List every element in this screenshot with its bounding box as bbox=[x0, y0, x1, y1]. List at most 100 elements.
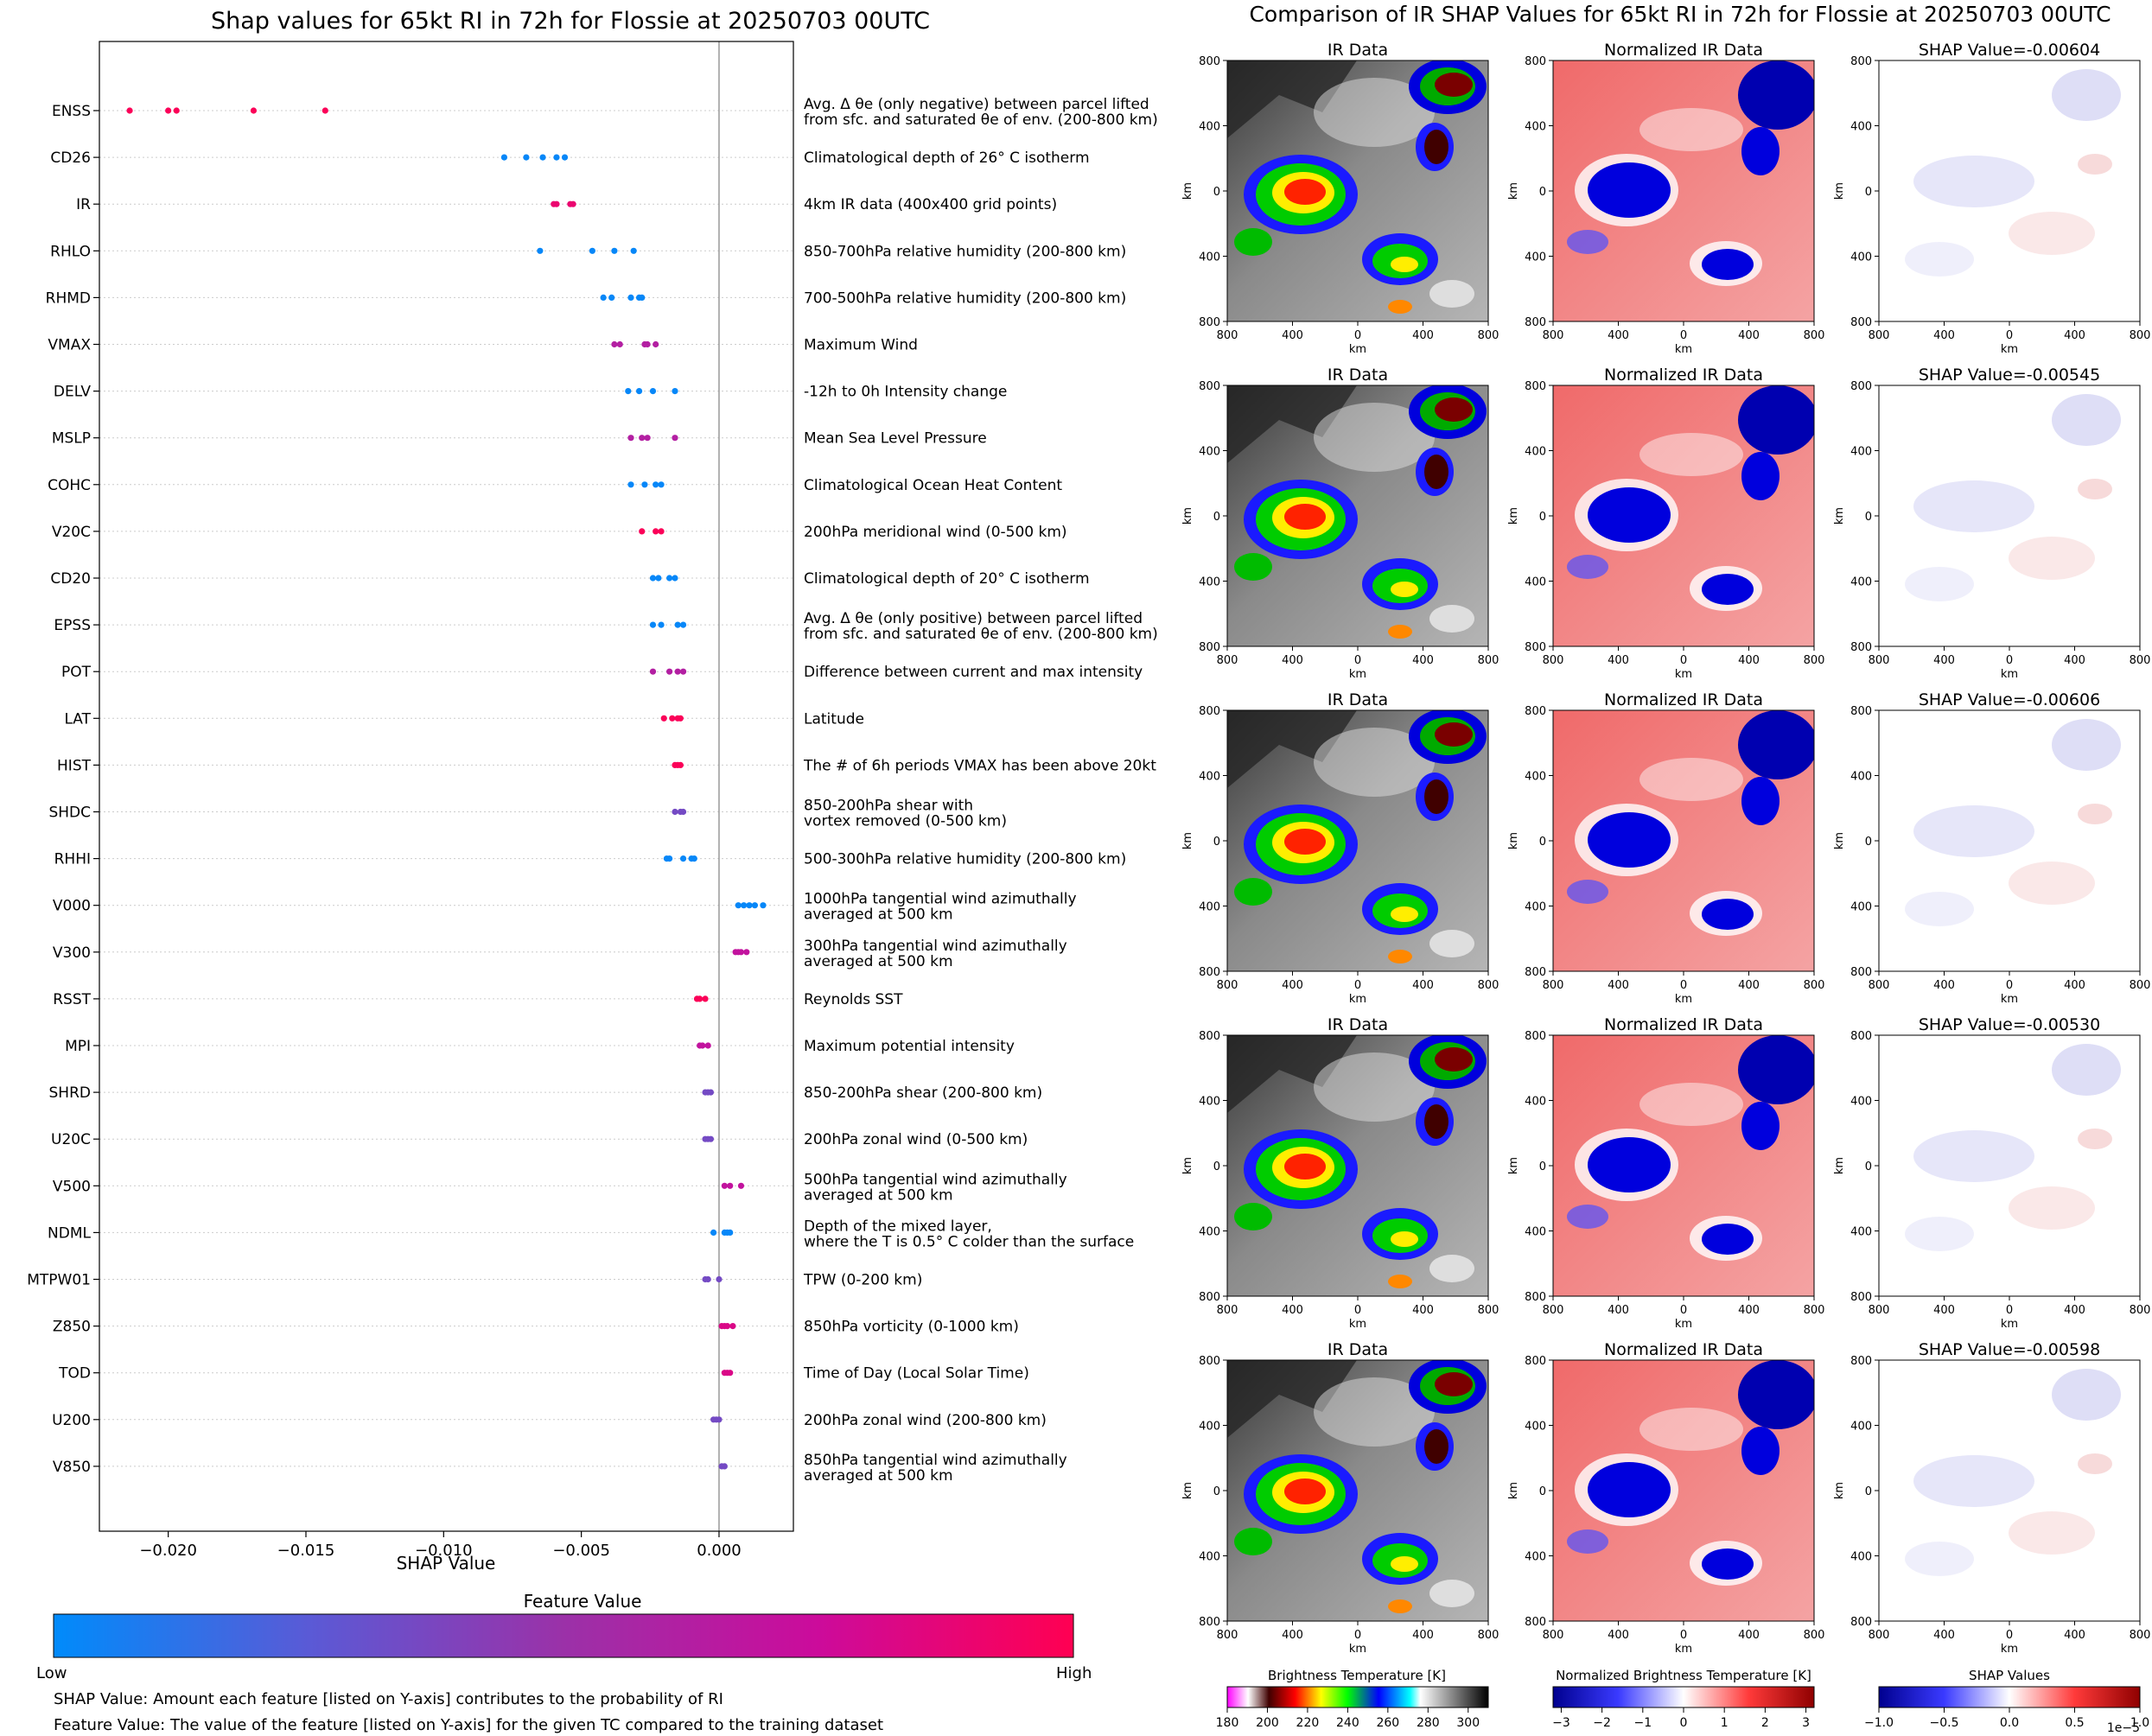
shap-point-ir bbox=[553, 200, 560, 207]
panel-x-tick-label: 800 bbox=[2130, 979, 2151, 992]
panel-y-axis-label: km bbox=[1507, 832, 1520, 849]
shap-point-rhlo bbox=[611, 247, 618, 254]
shap-colorbar-offset: 1e−5 bbox=[2107, 1721, 2140, 1735]
panel-y-tick-label: 800 bbox=[1525, 380, 1546, 393]
ir-comparison-title: Comparison of IR SHAP Values for 65kt RI… bbox=[1249, 2, 2111, 27]
panel-y-axis-label: km bbox=[1833, 182, 1846, 200]
panel-x-tick-label: 400 bbox=[1608, 979, 1629, 992]
feature-description-rhlo: 850-700hPa relative humidity (200-800 km… bbox=[804, 243, 1126, 260]
ir-data-image bbox=[1227, 1035, 1488, 1296]
panel-x-tick-label: 400 bbox=[1608, 1304, 1629, 1317]
panel-x-axis-label: km bbox=[2001, 1318, 2018, 1331]
shap-point-delv bbox=[649, 388, 657, 395]
feature-description-v000: 1000hPa tangential wind azimuthally bbox=[804, 891, 1077, 908]
shap-point-rhmd bbox=[608, 294, 615, 301]
panel-y-tick-label: 800 bbox=[1850, 1030, 1872, 1043]
colorbar-tick-label: 300 bbox=[1456, 1716, 1480, 1730]
panel-x-tick-label: 0 bbox=[1354, 329, 1361, 342]
panel-x-axis-label: km bbox=[1675, 343, 1692, 356]
panel-y-tick-label: 0 bbox=[1539, 511, 1546, 524]
shap-value-title: SHAP Value=-0.00545 bbox=[1919, 366, 2100, 385]
panel-x-tick-label: 400 bbox=[1412, 979, 1434, 992]
panel-x-tick-label: 800 bbox=[2130, 654, 2151, 667]
ir-data-title: IR Data bbox=[1327, 41, 1388, 60]
panel-x-tick-label: 800 bbox=[1804, 979, 1825, 992]
panel-x-tick-label: 800 bbox=[1478, 329, 1499, 342]
normalized-ir-image bbox=[1553, 1035, 1814, 1296]
shap-point-pot bbox=[679, 668, 687, 675]
panel-x-tick-label: 800 bbox=[1478, 1629, 1499, 1642]
shap-point-rhmd bbox=[627, 294, 634, 301]
panel-y-tick-label: 400 bbox=[1199, 1551, 1220, 1564]
shap-point-v500 bbox=[727, 1182, 734, 1189]
shap-point-v300 bbox=[737, 949, 745, 956]
feature-description-enss: from sfc. and saturated θe of env. (200-… bbox=[804, 111, 1158, 129]
panel-y-tick-label: 800 bbox=[1850, 705, 1872, 718]
panel-x-tick-label: 800 bbox=[1869, 1629, 1890, 1642]
colorbar-tick-label: 1.0 bbox=[2130, 1716, 2149, 1730]
panel-y-tick-label: 800 bbox=[1525, 705, 1546, 718]
panel-y-tick-label: 800 bbox=[1850, 380, 1872, 393]
panel-x-tick-label: 0 bbox=[1680, 1629, 1687, 1642]
feature-description-shrd: 850-200hPa shear (200-800 km) bbox=[804, 1084, 1042, 1102]
shap-map-image bbox=[1879, 710, 2140, 971]
panel-x-tick-label: 0 bbox=[1680, 654, 1687, 667]
panel-y-tick-label: 0 bbox=[1539, 186, 1546, 199]
shap-point-mslp bbox=[644, 435, 651, 442]
panel-y-tick-label: 400 bbox=[1525, 901, 1546, 914]
colorbar-tick-label: 1 bbox=[1721, 1716, 1729, 1730]
feature-code-delv: DELV bbox=[54, 384, 91, 401]
panel-y-tick-label: 800 bbox=[1199, 1616, 1220, 1629]
panel-y-tick-label: 400 bbox=[1199, 1226, 1220, 1239]
shap-point-pot bbox=[649, 668, 657, 675]
panel-y-tick-label: 400 bbox=[1525, 576, 1546, 589]
panel-y-axis-label: km bbox=[1507, 182, 1520, 200]
colorbar-tick-label: 0.5 bbox=[2065, 1716, 2084, 1730]
colorbar-tick-label: 260 bbox=[1376, 1716, 1399, 1730]
feature-description-ir: 4km IR data (400x400 grid points) bbox=[804, 196, 1057, 213]
panel-x-tick-label: 800 bbox=[1543, 329, 1564, 342]
panel-x-tick-label: 800 bbox=[1869, 979, 1890, 992]
shap-value-title: SHAP Value=-0.00604 bbox=[1919, 41, 2100, 60]
panel-x-tick-label: 800 bbox=[2130, 329, 2151, 342]
panel-y-tick-label: 400 bbox=[1850, 771, 1872, 784]
panel-x-tick-label: 400 bbox=[1933, 1304, 1955, 1317]
x-tick-label: 0.000 bbox=[697, 1542, 742, 1560]
panel-x-tick-label: 400 bbox=[2064, 979, 2085, 992]
feature-colorbar-label: Feature Value bbox=[524, 1591, 642, 1612]
feature-description-v20c: 200hPa meridional wind (0-500 km) bbox=[804, 524, 1067, 541]
panel-x-tick-label: 0 bbox=[2006, 329, 2013, 342]
note-feature-value: Feature Value: The value of the feature … bbox=[54, 1716, 883, 1734]
feature-code-v300: V300 bbox=[53, 944, 91, 962]
shap-point-rhmd bbox=[600, 294, 607, 301]
feature-code-epss: EPSS bbox=[54, 617, 91, 634]
shap-point-v500 bbox=[721, 1182, 728, 1189]
feature-code-lat: LAT bbox=[64, 710, 91, 728]
panel-y-tick-label: 400 bbox=[1199, 901, 1220, 914]
shap-point-epss bbox=[658, 621, 665, 628]
panel-x-tick-label: 400 bbox=[1933, 1629, 1955, 1642]
colorbar-tick-label: −0.5 bbox=[1930, 1716, 1959, 1730]
shap-point-cd20 bbox=[672, 575, 678, 582]
panel-y-tick-label: 400 bbox=[1850, 1551, 1872, 1564]
ir-data-image bbox=[1227, 60, 1488, 321]
panel-y-tick-label: 800 bbox=[1850, 1291, 1872, 1304]
colorbar-tick-label: −1.0 bbox=[1864, 1716, 1894, 1730]
feature-description-v850: averaged at 500 km bbox=[804, 1467, 953, 1485]
colorbar-tick-label: −2 bbox=[1593, 1716, 1611, 1730]
panel-y-tick-label: 0 bbox=[1539, 836, 1546, 849]
shap-point-tod bbox=[727, 1370, 734, 1377]
bt-colorbar bbox=[1226, 1686, 1489, 1708]
feature-code-v20c: V20C bbox=[52, 524, 91, 541]
colorbar-tick-label: 0 bbox=[1680, 1716, 1688, 1730]
panel-y-axis-label: km bbox=[1507, 1482, 1520, 1499]
shap-point-enss bbox=[165, 107, 172, 114]
panel-x-tick-label: 400 bbox=[2064, 1629, 2085, 1642]
panel-x-tick-label: 400 bbox=[1412, 1304, 1434, 1317]
shap-x-axis-label: SHAP Value bbox=[397, 1553, 496, 1574]
shap-point-enss bbox=[250, 107, 258, 114]
shap-point-ndml bbox=[727, 1229, 734, 1236]
shap-point-v20c bbox=[639, 528, 646, 535]
feature-description-delv: -12h to 0h Intensity change bbox=[804, 384, 1007, 401]
feature-code-cd20: CD20 bbox=[50, 570, 91, 588]
